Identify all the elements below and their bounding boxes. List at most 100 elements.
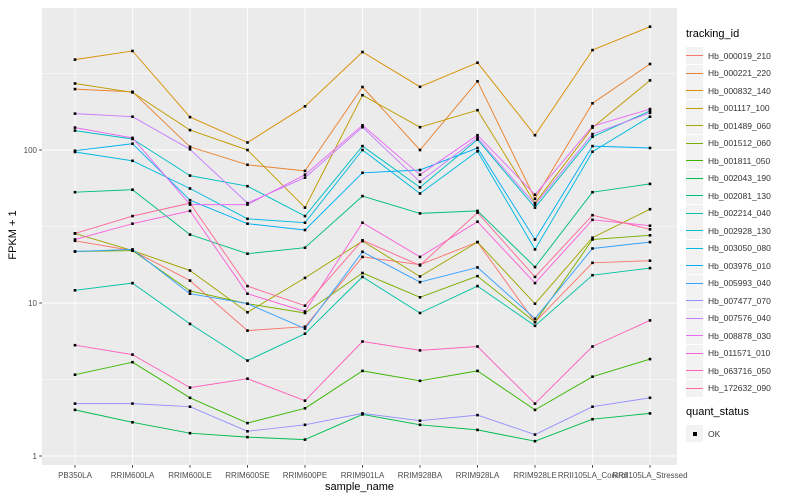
legend-line-icon [686, 265, 703, 267]
data-point [303, 407, 307, 410]
data-point [361, 412, 364, 415]
legend-key-swatch [686, 344, 703, 362]
legend-line-icon [686, 300, 703, 302]
legend-label: Hb_001117_100 [708, 103, 770, 114]
legend-line-icon [686, 90, 703, 92]
legend-label: Hb_002928_130 [708, 225, 771, 236]
data-point [418, 212, 422, 215]
data-point [73, 190, 77, 194]
data-point [73, 149, 77, 152]
data-point [303, 276, 307, 280]
data-point [648, 234, 652, 237]
data-point [361, 275, 364, 279]
data-point [303, 423, 307, 427]
legend-key-swatch [686, 257, 703, 275]
data-point [418, 349, 422, 352]
legend-key-swatch [686, 379, 703, 397]
legend-line-icon [686, 282, 703, 284]
data-point [476, 220, 479, 223]
legend-key-swatch [686, 47, 703, 65]
legend-key-swatch [686, 187, 703, 205]
legend-label: Hb_000019_210 [708, 50, 771, 61]
legend-entry-Hb_002043_190: Hb_002043_190 [686, 169, 798, 188]
data-point [73, 289, 77, 292]
data-point [533, 206, 537, 209]
data-point [188, 233, 192, 236]
legend-label: Hb_001811_050 [708, 155, 771, 166]
legend-label: Hb_008878_030 [708, 330, 771, 341]
legend-entry-Hb_003050_080: Hb_003050_080 [686, 239, 798, 258]
x-tick-label: RRIM928BA [398, 471, 443, 480]
data-point [188, 396, 192, 400]
data-point [648, 357, 652, 361]
legend-line-icon [686, 317, 703, 319]
x-tick-label: RRIM600LE [168, 471, 212, 480]
data-point [533, 133, 537, 137]
data-point [591, 345, 594, 348]
data-point [73, 129, 77, 132]
data-point [648, 266, 652, 270]
data-point [73, 232, 77, 235]
data-point [648, 146, 652, 150]
data-point [131, 214, 134, 218]
data-point [476, 345, 479, 348]
data-point [476, 413, 479, 417]
legend-key-swatch [686, 309, 703, 327]
data-point [188, 145, 192, 149]
data-point [361, 369, 364, 373]
data-point [303, 310, 307, 313]
data-point [303, 325, 307, 328]
legend-label: Hb_005993_040 [708, 278, 771, 289]
legend-label: Hb_063716_050 [708, 365, 771, 376]
data-point [73, 408, 77, 412]
data-point [188, 128, 192, 132]
data-point [361, 194, 364, 198]
data-point [131, 222, 134, 225]
data-point [246, 284, 249, 288]
legend-line-icon [686, 195, 703, 197]
data-point [361, 250, 364, 254]
data-point [73, 250, 77, 253]
data-point [303, 221, 307, 224]
data-point [648, 240, 652, 244]
legend-label: Hb_002043_190 [708, 173, 771, 184]
legend-entry-Hb_003976_010: Hb_003976_010 [686, 257, 798, 275]
legend-entry-Hb_001512_060: Hb_001512_060 [686, 134, 798, 153]
data-point [73, 238, 77, 241]
data-point [648, 111, 652, 115]
legend-line-icon [686, 177, 703, 179]
data-point [303, 327, 307, 330]
data-point [303, 214, 307, 218]
data-point [648, 228, 652, 231]
data-point [361, 221, 364, 224]
data-point [246, 252, 249, 255]
y-tick-label: 1 [33, 452, 38, 461]
data-point [131, 159, 134, 163]
legend-entry-Hb_002081_130: Hb_002081_130 [686, 187, 798, 205]
data-point [476, 133, 479, 137]
data-point [418, 311, 422, 315]
legend-label: Hb_001489_060 [708, 120, 771, 131]
legend-entry-Hb_000019_210: Hb_000019_210 [686, 47, 798, 65]
legend-line-icon [686, 72, 703, 74]
data-point [246, 430, 249, 433]
data-point [73, 82, 77, 85]
data-point [246, 141, 249, 144]
data-point [591, 247, 594, 250]
legend-line-icon [686, 335, 703, 337]
legend-key-swatch [686, 99, 703, 117]
data-point [476, 108, 479, 112]
data-point [648, 224, 652, 227]
data-point [303, 105, 307, 108]
y-tick-label: 10 [28, 299, 37, 308]
data-point [73, 126, 77, 129]
data-point [73, 87, 77, 91]
quant-ok-square-icon [686, 425, 703, 443]
data-point [303, 169, 307, 173]
data-point [361, 144, 364, 148]
legend-entry-Hb_005993_040: Hb_005993_040 [686, 274, 798, 293]
data-point [303, 304, 307, 307]
data-point [188, 386, 192, 389]
x-tick-label: RRIM901LA [341, 471, 385, 480]
